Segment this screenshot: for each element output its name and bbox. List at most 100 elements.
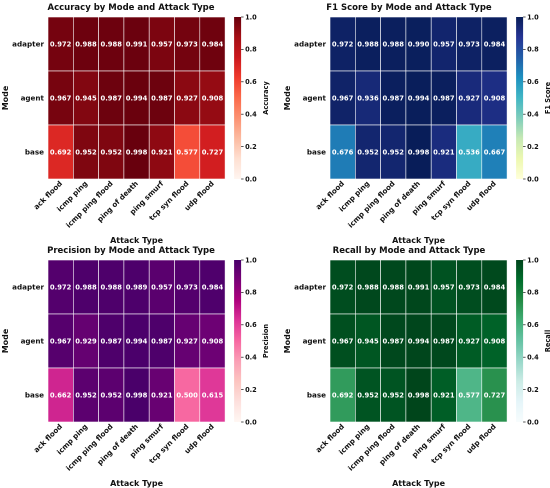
colorbar xyxy=(234,17,242,179)
cell-value-label: 0.994 xyxy=(408,337,430,345)
colorbar-tick-label: 0.4 xyxy=(527,354,539,362)
heatmap-cell xyxy=(199,124,226,180)
heatmap-cell xyxy=(47,367,74,423)
cell-value-label: 0.972 xyxy=(332,283,354,291)
heatmap-cell xyxy=(380,367,407,423)
cell-value-label: 0.998 xyxy=(126,391,148,399)
cell-value-label: 0.967 xyxy=(332,337,354,345)
heatmap-cell xyxy=(174,313,201,369)
colorbar-tick-label: 0.2 xyxy=(527,386,539,394)
heatmap-cell xyxy=(47,259,74,315)
cell-value-label: 0.927 xyxy=(176,94,198,102)
colorbar-tick-label: 0.4 xyxy=(245,111,257,119)
cell-value-label: 0.921 xyxy=(433,148,455,156)
cell-value-label: 0.984 xyxy=(484,283,506,291)
row-tick-label: adapter xyxy=(294,40,326,49)
heatmap-cell xyxy=(98,313,125,369)
heatmap-cell xyxy=(456,367,483,423)
heatmap-cell xyxy=(199,70,226,126)
cell-value-label: 0.988 xyxy=(383,40,405,48)
heatmap-cell xyxy=(174,259,201,315)
cell-value-label: 0.987 xyxy=(151,337,173,345)
colorbar-tick-label: 0.8 xyxy=(527,289,539,297)
row-tick-label: base xyxy=(25,148,44,157)
heatmap-cell xyxy=(481,70,508,126)
cell-value-label: 0.676 xyxy=(332,148,354,156)
cell-value-label: 0.987 xyxy=(101,94,123,102)
cell-value-label: 0.967 xyxy=(50,337,72,345)
colorbar-tick-label: 0.2 xyxy=(527,143,539,151)
cell-value-label: 0.727 xyxy=(202,148,224,156)
colorbar-tick-label: 0.0 xyxy=(527,175,539,183)
cell-value-label: 0.987 xyxy=(433,94,455,102)
cell-value-label: 0.952 xyxy=(75,391,97,399)
cell-value-label: 0.972 xyxy=(332,40,354,48)
cell-value-label: 0.988 xyxy=(75,283,97,291)
cell-value-label: 0.908 xyxy=(202,94,224,102)
colorbar-tick-label: 0.6 xyxy=(245,321,257,329)
colorbar-tick-label: 0.8 xyxy=(245,289,257,297)
x-axis-label: Attack Type xyxy=(392,236,446,245)
cell-value-label: 0.692 xyxy=(332,391,354,399)
cell-value-label: 0.952 xyxy=(101,391,123,399)
heatmap-cell xyxy=(430,16,457,72)
cell-value-label: 0.936 xyxy=(357,94,379,102)
cell-value-label: 0.988 xyxy=(383,283,405,291)
heatmap-cell xyxy=(174,16,201,72)
cell-value-label: 0.952 xyxy=(357,391,379,399)
row-tick-label: adapter xyxy=(294,283,326,292)
heatmap-cell xyxy=(148,259,175,315)
cell-value-label: 0.536 xyxy=(458,148,480,156)
colorbar-tick-label: 1.0 xyxy=(527,256,539,264)
heatmap-cell xyxy=(73,259,99,315)
cell-value-label: 0.692 xyxy=(50,148,72,156)
heatmap-cell xyxy=(199,367,226,423)
cell-value-label: 0.988 xyxy=(101,283,123,291)
colorbar-tick-label: 0.6 xyxy=(527,321,539,329)
cell-value-label: 0.994 xyxy=(126,94,148,102)
cell-value-label: 0.727 xyxy=(484,391,506,399)
heatmap-cell xyxy=(329,259,356,315)
cell-value-label: 0.952 xyxy=(75,148,97,156)
cell-value-label: 0.987 xyxy=(383,94,405,102)
heatmap-cell xyxy=(456,259,483,315)
heatmap-cell xyxy=(98,16,125,72)
colorbar-tick-label: 0.0 xyxy=(245,175,257,183)
cell-value-label: 0.987 xyxy=(383,337,405,345)
heatmap-cell xyxy=(199,259,226,315)
heatmap-cell xyxy=(98,259,125,315)
colorbar-label: Accuracy xyxy=(262,81,270,115)
cell-value-label: 0.908 xyxy=(484,337,506,345)
heatmap-cell xyxy=(481,259,508,315)
row-tick-label: base xyxy=(307,148,326,157)
cell-value-label: 0.972 xyxy=(50,40,72,48)
colorbar-tick-label: 0.6 xyxy=(527,78,539,86)
cell-value-label: 0.921 xyxy=(433,391,455,399)
heatmap-cell xyxy=(73,16,99,72)
cell-value-label: 0.984 xyxy=(202,283,224,291)
cell-value-label: 0.952 xyxy=(357,148,379,156)
heatmap-cell xyxy=(47,70,74,126)
cell-value-label: 0.952 xyxy=(101,148,123,156)
cell-value-label: 0.990 xyxy=(408,40,430,48)
heatmap-cell xyxy=(329,367,356,423)
colorbar-tick-label: 0.2 xyxy=(245,143,257,151)
cell-value-label: 0.988 xyxy=(75,40,97,48)
colorbar-tick-label: 0.8 xyxy=(245,46,257,54)
heatmap-cell xyxy=(380,16,407,72)
cell-value-label: 0.988 xyxy=(357,283,379,291)
cell-value-label: 0.957 xyxy=(151,283,173,291)
heatmap-cell xyxy=(354,313,381,369)
cell-value-label: 0.998 xyxy=(408,391,430,399)
heatmap-cell xyxy=(98,70,125,126)
cell-value-label: 0.577 xyxy=(176,148,198,156)
cell-value-label: 0.987 xyxy=(101,337,123,345)
colorbar-label: Recall xyxy=(544,330,550,352)
heatmap-cell xyxy=(405,259,432,315)
heatmap-cell xyxy=(123,313,150,369)
colorbar-tick-label: 1.0 xyxy=(245,13,257,21)
row-tick-label: base xyxy=(25,391,44,400)
heatmap-cell xyxy=(174,367,201,423)
cell-value-label: 0.987 xyxy=(151,94,173,102)
